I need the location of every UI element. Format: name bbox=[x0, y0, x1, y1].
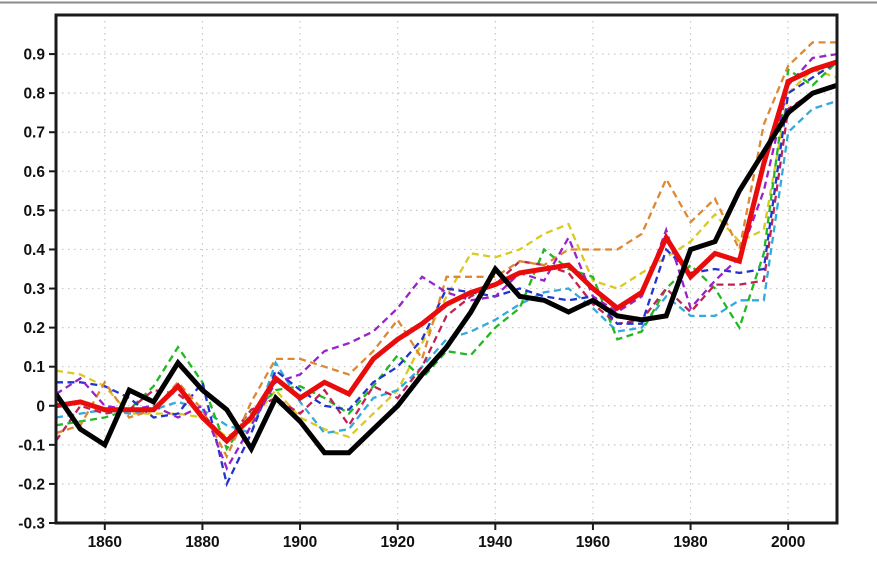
y-tick-label: 0.8 bbox=[23, 86, 45, 103]
series-member-blue bbox=[56, 60, 837, 488]
y-tick-label: -0.1 bbox=[18, 437, 45, 454]
y-tick-label: 0.4 bbox=[23, 242, 45, 259]
y-tick-label: 0.6 bbox=[23, 164, 45, 181]
series-observations bbox=[56, 82, 837, 456]
x-tick-label: 1860 bbox=[88, 534, 122, 551]
y-tick-label: 0.9 bbox=[23, 47, 45, 64]
series-member-crimson bbox=[56, 84, 837, 443]
x-tick-label: 1960 bbox=[576, 534, 610, 551]
y-tick-label: -0.2 bbox=[18, 476, 45, 493]
y-tick-label: 0.2 bbox=[23, 320, 45, 337]
x-tick-label: 1940 bbox=[478, 534, 512, 551]
plot-border bbox=[54, 13, 839, 525]
series-ensemble-mean bbox=[56, 59, 837, 445]
series-member-orange bbox=[56, 41, 837, 460]
x-tick-label: 1980 bbox=[673, 534, 707, 551]
series-member-yellow bbox=[56, 68, 837, 439]
y-tick-label: -0.3 bbox=[18, 516, 45, 533]
x-tick-label: 1880 bbox=[185, 534, 219, 551]
y-tick-label: 0.1 bbox=[23, 359, 45, 376]
y-tick-label: 0.3 bbox=[23, 281, 45, 298]
series-member-cyan bbox=[56, 99, 837, 435]
x-tick-label: 1900 bbox=[283, 534, 317, 551]
series-member-purple bbox=[56, 52, 837, 471]
y-tick-label: 0 bbox=[36, 398, 45, 415]
y-tick-label: 0.7 bbox=[23, 125, 45, 142]
series-member-green bbox=[56, 61, 837, 452]
x-tick-label: 2000 bbox=[771, 534, 805, 551]
y-tick-label: 0.5 bbox=[23, 203, 45, 220]
x-tick-label: 1920 bbox=[380, 534, 414, 551]
